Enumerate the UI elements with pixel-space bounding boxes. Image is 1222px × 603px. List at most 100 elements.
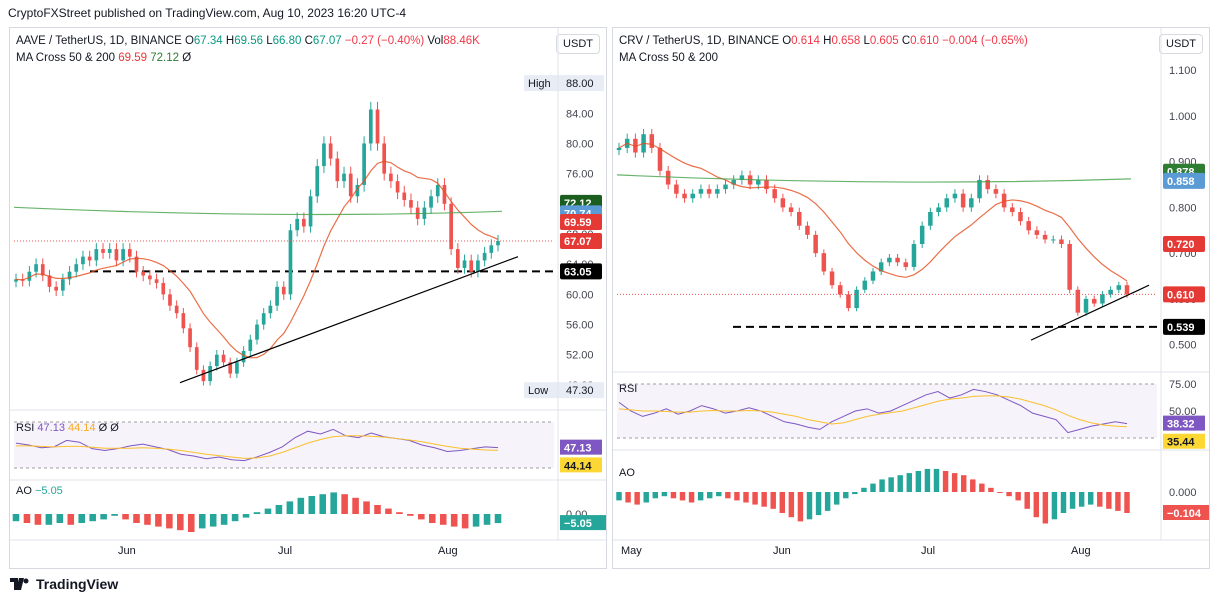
candle-body: [395, 181, 400, 193]
candle-body: [1116, 285, 1122, 290]
candle-body: [854, 289, 859, 309]
ao-bar: [319, 494, 327, 514]
rsi-value-label: 38.32: [1167, 419, 1195, 431]
rsi-line: [15, 428, 499, 462]
ma-legend[interactable]: MA Cross 50 & 200 69.59 72.12 Ø: [16, 52, 192, 64]
crv-chart-svg[interactable]: 1.1001.0000.9000.8000.7000.6000.5000.878…: [613, 28, 1210, 569]
candle-body: [40, 264, 45, 276]
candle-body: [302, 218, 306, 227]
price-label: 0.720: [1167, 239, 1195, 251]
ao-bar: [716, 492, 722, 497]
candle-body: [107, 249, 112, 253]
ao-bar: [111, 514, 118, 516]
currency-button[interactable]: USDT: [556, 34, 600, 54]
price-label-box: [560, 214, 602, 231]
ao-bar: [652, 492, 659, 499]
ao-bar: [330, 492, 337, 514]
candle-body: [214, 354, 219, 367]
rsi-value-box: [1163, 415, 1205, 431]
ao-bar: [407, 514, 414, 516]
low-label-box: [524, 382, 604, 399]
ao-bar: [133, 514, 140, 523]
price-label: 0.610: [1167, 289, 1195, 301]
candle-body: [241, 350, 246, 363]
low-value: 66.80: [272, 35, 302, 47]
candle-body: [1034, 230, 1040, 235]
tradingview-logo[interactable]: TradingView: [10, 576, 118, 592]
candle-body: [355, 184, 360, 197]
ma200-line: [616, 174, 1132, 183]
candle-body: [682, 193, 687, 199]
aave-chart-svg[interactable]: 88.0084.0080.0076.0072.0068.0064.0060.00…: [10, 28, 607, 569]
ao-bar: [396, 512, 403, 514]
candle-body: [61, 279, 65, 291]
ao-bar: [23, 514, 31, 523]
ao-value-box: [1163, 505, 1209, 520]
ao-bar: [1078, 492, 1085, 507]
candle-body: [81, 256, 85, 265]
ao-bar: [253, 512, 261, 514]
currency-button[interactable]: USDT: [1159, 34, 1203, 54]
x-tick-label: Jun: [118, 545, 136, 557]
candle-body: [382, 143, 387, 174]
candle-body: [878, 262, 884, 272]
ao-bar: [752, 492, 758, 505]
ao-bar: [688, 492, 695, 503]
ao-bar: [220, 514, 228, 525]
rsi-ma-box: [1163, 433, 1205, 449]
candle-body: [1100, 294, 1105, 304]
candle-body: [255, 324, 259, 340]
ao-bar: [166, 514, 173, 529]
candle-body: [221, 354, 226, 363]
symbol-title[interactable]: CRV / TetherUS, 1D, BINANCE: [619, 35, 779, 47]
candle-body: [649, 134, 655, 148]
ao-bar: [788, 492, 795, 518]
ao-bar: [815, 492, 822, 516]
candle-body: [168, 294, 172, 306]
candle-body: [14, 279, 18, 282]
ao-bar: [428, 514, 436, 523]
ao-bar: [734, 492, 740, 501]
ao-bar: [951, 473, 958, 492]
ao-bar: [1069, 492, 1076, 509]
candle-body: [813, 234, 818, 254]
ao-bar: [661, 492, 668, 497]
candle-body: [248, 339, 253, 351]
symbol-title[interactable]: AAVE / TetherUS, 1D, BINANCE: [16, 35, 182, 47]
ao-bar: [385, 508, 392, 514]
candle-body: [715, 189, 720, 194]
candle-body: [928, 212, 933, 226]
ao-bar: [915, 471, 922, 492]
candle-body: [368, 109, 373, 144]
candle-body: [993, 189, 999, 194]
trend-line: [1030, 284, 1150, 341]
ao-bar: [122, 514, 129, 520]
candle-body: [788, 207, 794, 212]
close-value: 0.610: [910, 35, 939, 47]
aave-chart-panel[interactable]: USDT AAVE / TetherUS, 1D, BINANCE O67.34…: [9, 27, 607, 569]
y-tick-label: 56.00: [566, 320, 594, 332]
y-tick-label: 52.00: [566, 350, 594, 362]
candle-body: [389, 173, 393, 182]
price-label-box: [1163, 236, 1205, 253]
candle-body: [837, 285, 843, 295]
symbol-legend: CRV / TetherUS, 1D, BINANCE O0.614 H0.65…: [619, 35, 1028, 47]
ao-bar: [1115, 492, 1121, 511]
x-tick-label: May: [621, 545, 642, 557]
tradingview-icon: [10, 578, 29, 590]
rsi-line: [618, 388, 1128, 434]
ao-bar: [861, 487, 867, 492]
x-tick-label: Jul: [921, 545, 935, 557]
ao-bar: [643, 492, 649, 503]
ao-bar: [1006, 492, 1012, 497]
ao-bar: [933, 468, 940, 492]
candle-body: [657, 147, 663, 171]
ao-bar: [852, 492, 858, 495]
crv-chart-panel[interactable]: USDT CRV / TetherUS, 1D, BINANCE O0.614 …: [612, 27, 1210, 569]
candle-body: [442, 184, 447, 204]
candle-body: [1083, 298, 1089, 313]
ma-legend[interactable]: MA Cross 50 & 200: [619, 52, 719, 64]
ao-bar: [100, 514, 107, 520]
candle-body: [47, 275, 52, 287]
ao-bar: [45, 514, 53, 525]
